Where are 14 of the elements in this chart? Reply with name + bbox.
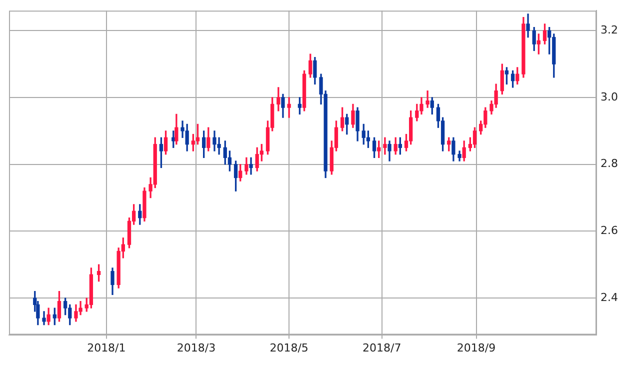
y-tick-label: 2.8: [600, 157, 618, 170]
candlestick: [287, 97, 291, 118]
y-tick-label: 2.4: [600, 290, 618, 304]
y-tick-label: 3.0: [600, 90, 618, 104]
x-tick-label: 2018/3: [176, 341, 216, 354]
candlestick: [249, 157, 253, 175]
x-tick-label: 2018/1: [87, 341, 126, 354]
x-tick-label: 2018/9: [456, 341, 496, 354]
x-tick-label: 2018/7: [362, 341, 402, 354]
y-tick-label: 3.2: [600, 24, 618, 37]
candlestick: [426, 90, 430, 108]
candlestick: [383, 137, 387, 155]
x-tick-label: 2018/5: [270, 341, 308, 354]
y-tick-label: 2.6: [600, 224, 618, 238]
